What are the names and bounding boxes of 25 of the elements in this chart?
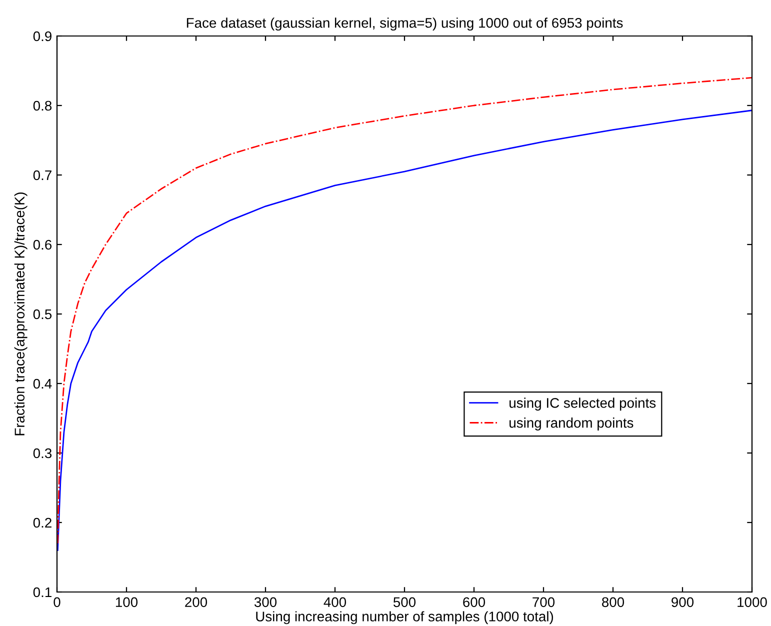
x-tick-label: 700 [532,597,555,608]
y-tick-label: 0.1 [33,587,52,598]
y-tick-label: 0.2 [33,518,52,528]
y-tick-label: 0.9 [33,31,52,42]
x-tick-label: 600 [463,597,486,608]
legend-label: using IC selected points [510,398,656,411]
y-tick-label: 0.5 [33,309,52,320]
y-tick-label: 0.7 [33,170,52,180]
y-axis-title: Fraction trace(approximated K)/trace(K) [14,192,28,436]
x-tick-label: 1000 [738,597,767,608]
legend-label: using random points [510,418,634,430]
chart-title: Face dataset (gaussian kernel, sigma=5) using 1000 out of 6953 points [186,18,623,31]
x-tick-label: 200 [185,597,208,608]
x-tick-label: 0 [54,597,60,608]
y-tick-label: 0.8 [33,100,52,111]
x-tick-label: 500 [393,597,416,608]
y-tick-label: 0.3 [33,448,52,458]
x-tick-label: 900 [672,597,694,608]
x-axis-title: Using increasing number of samples (1000 total) [256,611,554,624]
x-tick-label: 300 [254,597,277,608]
x-tick-label: 100 [116,597,138,608]
y-tick-label: 0.6 [33,240,52,250]
x-tick-label: 400 [324,597,346,608]
y-tick-label: 0.4 [33,378,52,389]
x-tick-label: 800 [602,597,624,608]
